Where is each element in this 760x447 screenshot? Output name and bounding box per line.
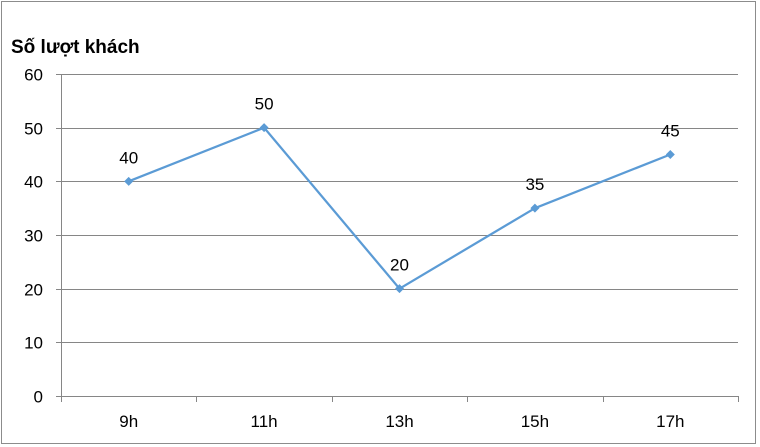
x-tick-label: 11h [251, 412, 278, 431]
data-labels: 40 50 20 35 45 [119, 95, 680, 275]
data-point-marker [395, 284, 404, 294]
gridlines [61, 74, 738, 343]
y-tick-label: 20 [24, 281, 43, 300]
series-line-group [124, 123, 675, 294]
x-tick-label: 13h [385, 412, 413, 431]
y-tick-label: 30 [24, 227, 43, 246]
data-label: 35 [525, 175, 544, 194]
data-point-marker [259, 123, 269, 133]
axes: 0 10 20 30 40 50 60 9h 11h 13h 15h 17h [24, 66, 739, 431]
data-label: 45 [661, 122, 680, 141]
x-tick-label: 15h [521, 412, 549, 431]
y-tick-label: 50 [24, 120, 43, 139]
y-tick-label: 40 [24, 173, 43, 192]
x-tick-label: 9h [119, 412, 138, 431]
data-label: 20 [390, 256, 409, 275]
data-point-marker [530, 203, 540, 213]
x-tick-label: 17h [656, 412, 684, 431]
data-label: 50 [255, 95, 274, 114]
y-tick-label: 0 [34, 388, 43, 407]
y-axis-title: Số lượt khách [11, 37, 140, 58]
data-label: 40 [119, 148, 138, 167]
data-point-marker [124, 176, 134, 186]
y-tick-label: 60 [24, 66, 43, 85]
y-tick-label: 10 [24, 334, 43, 353]
data-point-marker [665, 150, 675, 159]
